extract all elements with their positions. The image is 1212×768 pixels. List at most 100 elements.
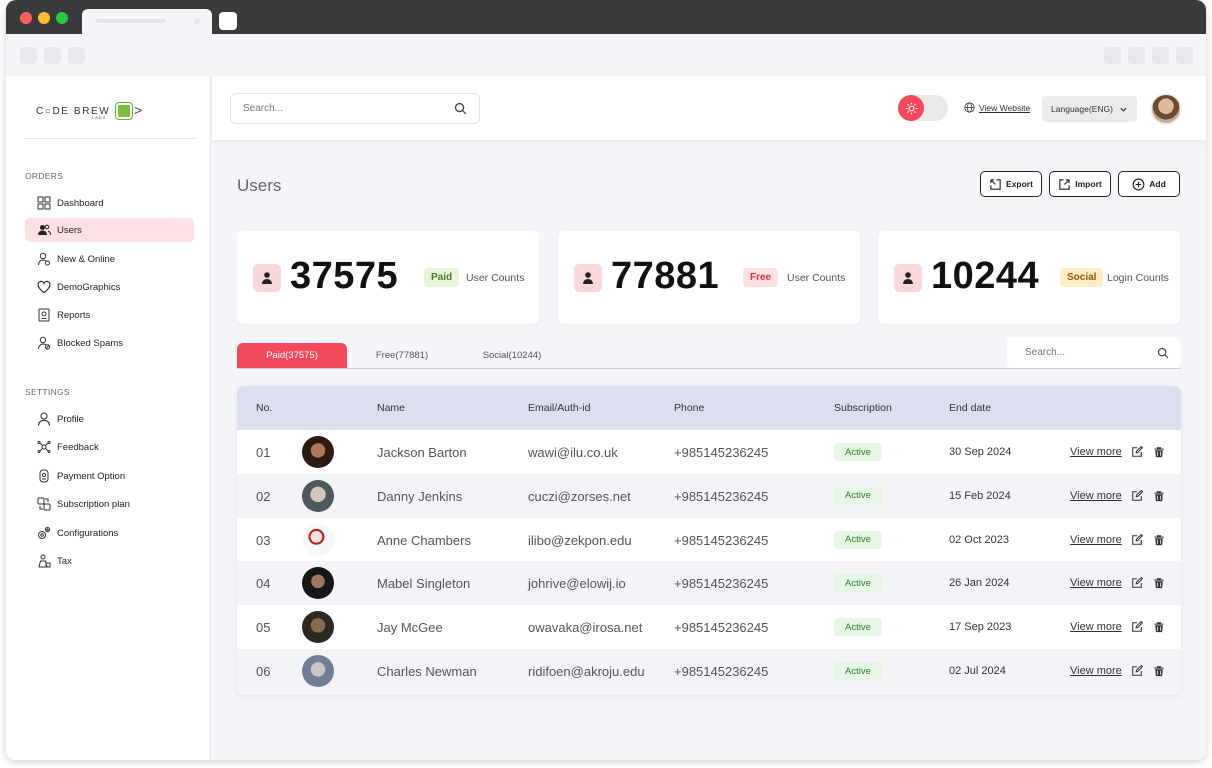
status-badge: Active [834,618,882,637]
sidebar-item-users[interactable]: Users [25,218,194,242]
edit-icon[interactable] [1131,446,1143,458]
sidebar-item-feedback[interactable]: Feedback [25,435,194,459]
sidebar-item-payment-option[interactable]: Payment Option [25,464,194,488]
view-more-link[interactable]: View more [1070,577,1122,590]
user-avatar [302,611,334,644]
search-icon[interactable] [1157,347,1169,359]
user-icon [574,264,602,292]
table-row[interactable]: 04 Mabel Singleton johrive@elowij.io +98514… [237,561,1181,606]
edit-icon[interactable] [1131,665,1143,677]
table-row[interactable]: 05 Jay McGee owavaka@irosa.net +98514523624… [237,605,1181,649]
table-search[interactable] [1007,337,1181,368]
sun-icon [898,95,924,121]
tab-free[interactable]: Free(77881) [375,350,429,361]
new-tab-button[interactable] [219,12,237,30]
sidebar-item-demographics[interactable]: DemoGraphics [25,275,194,299]
view-more-link[interactable]: View more [1070,489,1122,502]
tab-paid[interactable]: Paid(37575) [237,343,347,368]
delete-icon[interactable] [1153,577,1165,589]
view-website-link[interactable]: View Website [964,102,1030,113]
sidebar-item-subscription-plan[interactable]: Subscription plan [25,492,194,516]
user-type-tabs: Paid(37575) Free(77881) Social(10244) [237,343,1181,369]
global-search[interactable] [230,93,480,124]
extension-button[interactable] [1128,47,1145,64]
brand-logo[interactable]: C○DE BREW LABS > [36,98,146,124]
sidebar-item-label: Subscription plan [57,498,130,510]
menu-button[interactable] [1176,47,1193,64]
reload-button[interactable] [68,47,85,64]
view-more-link[interactable]: View more [1070,446,1122,458]
language-select[interactable]: Language(ENG) [1042,96,1137,122]
delete-icon[interactable] [1153,621,1165,633]
export-button[interactable]: Export [980,171,1042,197]
search-input[interactable] [243,103,443,114]
minimize-window-button[interactable] [38,12,50,24]
table-row[interactable]: 06 Charles Newman ridifoen@akroju.edu +9851… [237,649,1181,693]
users-table: No. Name Email/Auth-id Phone Subscriptio… [237,386,1181,694]
user-name: Danny Jenkins [377,488,463,504]
table-search-input[interactable] [1025,347,1145,358]
section-label-orders: ORDERS [25,171,64,181]
sidebar-divider [24,138,196,139]
stat-card-free: 77881 Free User Counts [558,231,860,324]
status-badge: Active [834,486,882,505]
browser-tab[interactable] [82,9,212,34]
logo-cup-icon [116,103,132,119]
sidebar-item-label: Dashboard [57,197,104,209]
user-phone: +985145236245 [674,664,769,679]
row-number: 04 [256,576,271,592]
edit-icon[interactable] [1131,621,1143,633]
stat-label: Login Counts [1107,272,1169,284]
subscription-icon [37,497,51,511]
sidebar-item-new-online[interactable]: New & Online [25,247,194,271]
view-more-link[interactable]: View more [1070,621,1122,634]
edit-icon[interactable] [1131,533,1143,546]
table-row[interactable]: 03 Anne Chambers ilibo@zekpon.edu +98514523… [237,518,1181,562]
sidebar-item-dashboard[interactable]: Dashboard [25,191,194,215]
profile-icon [37,412,51,426]
tab-close-icon[interactable] [194,18,200,24]
import-button[interactable]: Import [1049,171,1111,197]
table-row[interactable]: 02 Danny Jenkins cuczi@zorses.net +98514523… [237,473,1181,518]
theme-toggle[interactable] [898,95,948,121]
sidebar-item-label: New & Online [57,253,116,265]
table-row[interactable]: 01 Jackson Barton wawi@ilu.co.uk +985145236… [237,430,1181,474]
back-button[interactable] [20,47,37,64]
sidebar-item-label: Reports [57,309,91,321]
delete-icon[interactable] [1153,490,1165,502]
search-icon[interactable] [454,102,467,115]
top-bar: View Website Language(ENG) [212,76,1206,140]
row-number: 05 [256,620,271,636]
add-button[interactable]: Add [1118,171,1180,197]
close-window-button[interactable] [20,12,32,24]
view-more-link[interactable]: View more [1070,533,1122,546]
user-online-icon [38,252,50,266]
maximize-window-button[interactable] [56,12,68,24]
edit-icon[interactable] [1131,489,1143,502]
delete-icon[interactable] [1153,446,1165,458]
extension-button[interactable] [1152,47,1169,64]
users-icon [38,224,51,235]
sidebar-item-blocked-spams[interactable]: Blocked Spams [25,331,194,355]
sidebar-item-profile[interactable]: Profile [25,407,194,431]
user-phone: +985145236245 [674,532,769,548]
column-header-subscription: Subscription [834,402,892,414]
stat-count: 37575 [290,255,399,297]
delete-icon[interactable] [1153,665,1165,677]
sidebar-item-reports[interactable]: Reports [25,303,194,327]
delete-icon[interactable] [1153,534,1165,546]
sidebar-item-configurations[interactable]: Configurations [25,521,194,545]
row-number: 03 [256,532,271,548]
stat-badge: Social [1060,268,1104,287]
forward-button[interactable] [44,47,61,64]
user-avatar[interactable] [1150,93,1182,125]
user-email: owavaka@irosa.net [528,620,643,636]
sidebar-item-tax[interactable]: Tax [25,549,194,573]
tab-social[interactable]: Social(10244) [482,350,542,361]
extension-button[interactable] [1104,47,1121,64]
user-name: Charles Newman [377,664,477,679]
tax-icon [38,554,51,568]
edit-icon[interactable] [1131,577,1143,589]
stat-card-paid: 37575 Paid User Counts [237,231,539,324]
view-more-link[interactable]: View more [1070,665,1122,677]
